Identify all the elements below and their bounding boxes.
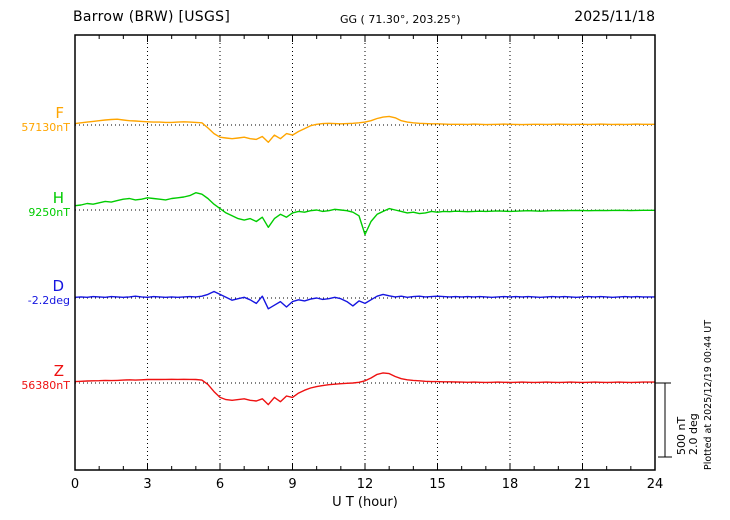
plotted-at-note: Plotted at 2025/12/19 00:44 UT bbox=[703, 319, 714, 470]
series-letter-d: D bbox=[52, 277, 64, 295]
x-tick-label: 24 bbox=[646, 477, 664, 492]
series-baseline-z: 56380nT bbox=[21, 379, 70, 393]
series-label-z: Z 56380nT bbox=[0, 362, 70, 393]
series-baseline-h: 9250nT bbox=[28, 206, 70, 220]
x-axis-label: U T (hour) bbox=[332, 495, 398, 510]
series-letter-z: Z bbox=[53, 362, 64, 380]
x-tick-label: 12 bbox=[356, 477, 374, 492]
series-label-f: F 57130nT bbox=[0, 104, 70, 135]
geographic-coordinates: GG ( 71.30°, 203.25°) bbox=[340, 13, 461, 26]
series-label-h: H 9250nT bbox=[0, 189, 70, 220]
plot-date: 2025/11/18 bbox=[574, 9, 655, 25]
x-tick-label: 15 bbox=[429, 477, 446, 492]
series-letter-f: F bbox=[55, 104, 64, 122]
x-tick-label: 0 bbox=[70, 477, 80, 492]
series-letter-h: H bbox=[52, 189, 64, 207]
x-tick-label: 9 bbox=[288, 477, 297, 492]
x-tick-label: 3 bbox=[143, 477, 152, 492]
x-tick-label: 21 bbox=[574, 477, 591, 492]
series-baseline-f: 57130nT bbox=[21, 121, 70, 135]
scale-bar-label: 500 nT 2.0 deg bbox=[675, 413, 700, 455]
x-tick-label: 18 bbox=[501, 477, 519, 492]
scale-bar-label-deg: 2.0 deg bbox=[687, 413, 700, 455]
series-label-d: D -2.2deg bbox=[0, 277, 70, 308]
station-title: Barrow (BRW) [USGS] bbox=[73, 9, 231, 25]
x-tick-label: 6 bbox=[215, 477, 225, 492]
series-baseline-d: -2.2deg bbox=[27, 294, 70, 308]
